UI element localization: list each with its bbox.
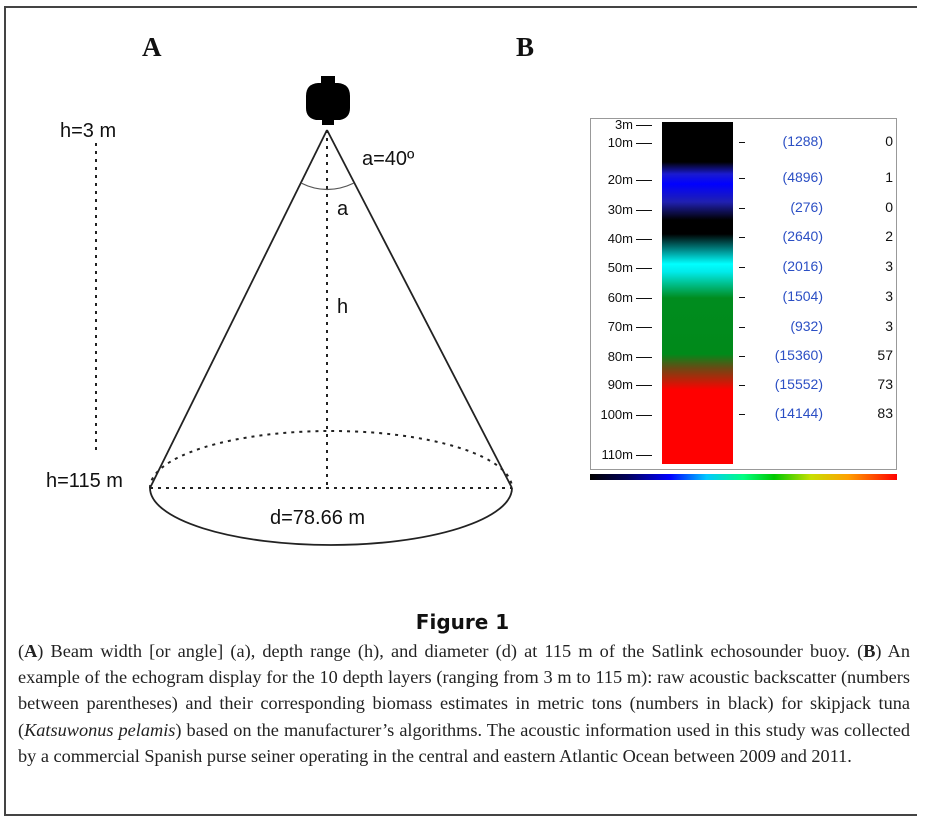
echogram-column <box>662 122 733 464</box>
beam-cone-diagram <box>95 76 513 546</box>
top-depth-label: h=3 m <box>60 120 117 142</box>
row-tick <box>739 237 745 238</box>
biomass-value: 0 <box>885 199 893 215</box>
biomass-value: 3 <box>885 258 893 274</box>
depth-tick <box>636 415 652 417</box>
echogram-panel: 3m 10m (1288) 0 20m (4896) 1 30m (276) 0 40m (2640)… <box>590 117 902 486</box>
depth-label: 70m <box>607 319 633 334</box>
row-tick <box>739 142 745 143</box>
caption-part-3: ) based on the manufacturer’s algorithms… <box>18 719 910 766</box>
depth-tick-label: 100m <box>591 407 653 422</box>
raw-backscatter-value: (2640) <box>782 228 823 244</box>
biomass-value: 0 <box>885 133 893 149</box>
depth-label: 30m <box>607 202 633 217</box>
depth-tick-label: 110m <box>591 447 653 462</box>
biomass-value: 83 <box>877 405 893 421</box>
depth-tick-label: 80m <box>591 349 653 364</box>
raw-backscatter-value: (1288) <box>782 133 823 149</box>
depth-tick-label: 60m <box>591 290 653 305</box>
biomass-value: 3 <box>885 288 893 304</box>
raw-backscatter-value: (14144) <box>774 405 823 421</box>
figure-caption: (A) Beam width [or angle] (a), depth ran… <box>18 641 910 766</box>
row-tick <box>739 356 745 357</box>
depth-tick-label: 10m <box>591 135 653 150</box>
depth-label: 40m <box>607 231 633 246</box>
base-ellipse-back <box>149 430 513 489</box>
depth-tick <box>636 180 652 182</box>
height-symbol-label: h <box>337 296 349 318</box>
depth-tick-label: 70m <box>591 319 653 334</box>
raw-backscatter-value: (276) <box>790 199 823 215</box>
biomass-value: 3 <box>885 318 893 334</box>
panel-a-label: A <box>142 32 162 62</box>
depth-tick-label: 3m <box>591 117 653 132</box>
raw-backscatter-value: (1504) <box>782 288 823 304</box>
panel-b-label: B <box>516 32 535 62</box>
depth-label: 80m <box>607 349 633 364</box>
row-tick <box>739 297 745 298</box>
raw-backscatter-value: (2016) <box>782 258 823 274</box>
depth-tick <box>636 357 652 359</box>
buoy-icon <box>306 76 350 125</box>
depth-tick <box>636 143 652 145</box>
biomass-value: 73 <box>877 376 893 392</box>
cone-right-edge <box>326 129 513 489</box>
caption-key-b: B <box>863 641 876 661</box>
row-tick <box>739 327 745 328</box>
caption-species: Katsuwonus pelamis <box>24 719 176 740</box>
row-tick <box>739 178 745 179</box>
depth-tick <box>636 298 652 300</box>
depth-tick <box>636 455 652 457</box>
depth-tick <box>636 327 652 329</box>
caption-part-2: ) An example of the echogram display for… <box>18 641 910 740</box>
row-tick <box>739 414 745 415</box>
base-ellipse-front <box>149 487 513 546</box>
diameter-label: d=78.66 m <box>270 507 366 529</box>
figure-frame <box>4 6 917 816</box>
intensity-colorbar <box>590 474 897 480</box>
depth-tick-label: 40m <box>591 231 653 246</box>
depth-tick <box>636 239 652 241</box>
echogram-box: 3m 10m (1288) 0 20m (4896) 1 30m (276) 0 40m (2640)… <box>590 117 897 470</box>
row-tick <box>739 385 745 386</box>
depth-tick <box>636 385 652 387</box>
cone-left-edge <box>149 129 328 489</box>
caption-key-a: A <box>24 641 38 661</box>
depth-label: 110m <box>601 447 633 462</box>
angle-value-label: a=40º <box>362 148 415 170</box>
caption-part-1: ) Beam width [or angle] (a), depth range… <box>37 641 864 661</box>
depth-label: 50m <box>607 260 633 275</box>
depth-label: 10m <box>607 135 633 150</box>
depth-tick-label: 20m <box>591 172 653 187</box>
depth-label: 60m <box>607 290 633 305</box>
depth-tick-label: 90m <box>591 377 653 392</box>
raw-backscatter-value: (4896) <box>782 169 823 185</box>
depth-tick-label: 50m <box>591 260 653 275</box>
depth-label: 100m <box>600 407 633 422</box>
figure-title: Figure 1 <box>415 610 510 634</box>
biomass-value: 1 <box>885 169 893 185</box>
depth-tick <box>636 210 652 212</box>
row-tick <box>739 208 745 209</box>
row-tick <box>739 267 745 268</box>
biomass-value: 57 <box>877 347 893 363</box>
raw-backscatter-value: (932) <box>790 318 823 334</box>
depth-label: 90m <box>607 377 633 392</box>
depth-label: 20m <box>607 172 633 187</box>
bottom-depth-label: h=115 m <box>46 470 123 492</box>
biomass-value: 2 <box>885 228 893 244</box>
angle-symbol-label: a <box>337 198 349 220</box>
depth-tick <box>636 268 652 270</box>
angle-arc <box>300 182 355 191</box>
raw-backscatter-value: (15360) <box>774 347 823 363</box>
raw-backscatter-value: (15552) <box>774 376 823 392</box>
depth-tick-label: 30m <box>591 202 653 217</box>
depth-tick <box>636 125 652 127</box>
depth-label: 3m <box>614 117 633 132</box>
